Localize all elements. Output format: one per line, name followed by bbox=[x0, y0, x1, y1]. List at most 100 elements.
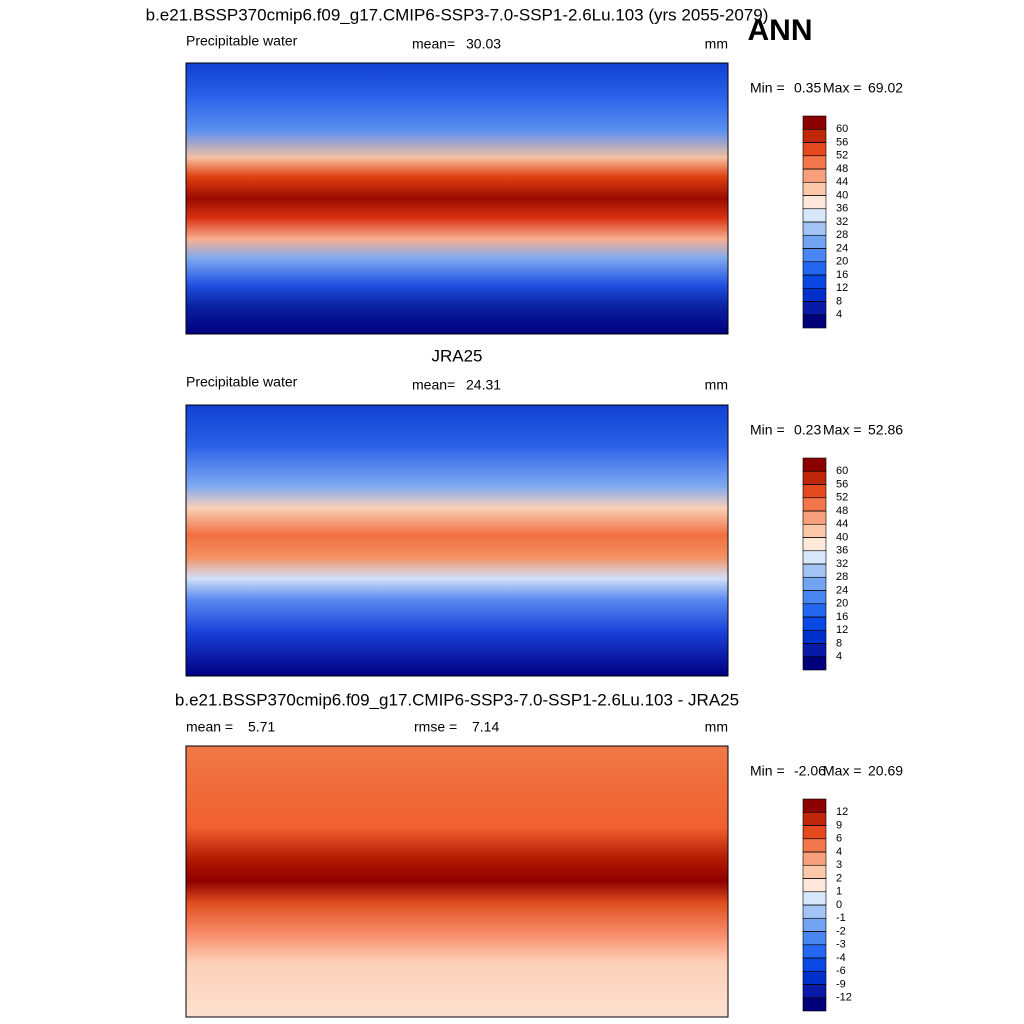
colorbar-box bbox=[802, 510, 827, 525]
colorbar-label: 3 bbox=[836, 859, 842, 871]
max-value: 20.69 bbox=[868, 763, 903, 779]
colorbar-label: 4 bbox=[836, 651, 842, 663]
colorbar-label: 48 bbox=[836, 163, 848, 175]
min-value: 0.23 bbox=[794, 422, 821, 438]
colorbar-label: 44 bbox=[836, 176, 848, 188]
colorbar-label: -6 bbox=[836, 965, 846, 977]
colorbar-box bbox=[802, 576, 827, 591]
colorbar-box bbox=[802, 643, 827, 658]
colorbar-box bbox=[802, 944, 827, 959]
stat-value: 5.71 bbox=[248, 719, 275, 735]
colorbar-box bbox=[802, 931, 827, 946]
colorbar-label: 60 bbox=[836, 465, 848, 477]
units: mm bbox=[705, 36, 728, 52]
colorbar-label: 52 bbox=[836, 150, 848, 162]
variable-label: Precipitable water bbox=[186, 374, 298, 390]
stat-label: mean= bbox=[412, 377, 455, 393]
colorbar-box bbox=[802, 970, 827, 985]
colorbar-label: 40 bbox=[836, 531, 848, 543]
colorbar-box bbox=[802, 563, 827, 578]
colorbar-box bbox=[802, 616, 827, 631]
colorbar-label: 6 bbox=[836, 833, 842, 845]
colorbar-label: 4 bbox=[836, 846, 842, 858]
colorbar-label: 44 bbox=[836, 518, 848, 530]
colorbar-box bbox=[802, 248, 827, 263]
colorbar-box bbox=[802, 878, 827, 893]
colorbar-label: 28 bbox=[836, 229, 848, 241]
colorbar-label: 32 bbox=[836, 216, 848, 228]
colorbar-box bbox=[802, 301, 827, 316]
map bbox=[185, 745, 729, 1018]
colorbar-box bbox=[802, 838, 827, 853]
stat-label: mean = bbox=[186, 719, 233, 735]
colorbar-label: 12 bbox=[836, 282, 848, 294]
colorbar-box bbox=[802, 142, 827, 157]
colorbar-box bbox=[802, 470, 827, 485]
colorbar-box bbox=[802, 195, 827, 210]
colorbar-box bbox=[802, 891, 827, 906]
stat-value: 7.14 bbox=[472, 719, 499, 735]
colorbar-box bbox=[802, 917, 827, 932]
colorbar-box bbox=[802, 208, 827, 223]
colorbar-box bbox=[802, 550, 827, 565]
units: mm bbox=[705, 719, 728, 735]
colorbar-label: 8 bbox=[836, 295, 842, 307]
max-label: Max = bbox=[823, 763, 862, 779]
colorbar-box bbox=[802, 811, 827, 826]
season-title: ANN bbox=[748, 14, 813, 47]
colorbar-box bbox=[802, 825, 827, 840]
colorbar-label: -4 bbox=[836, 952, 846, 964]
stat-value: 30.03 bbox=[466, 36, 501, 52]
stat-label: mean= bbox=[412, 36, 455, 52]
colorbar-box bbox=[802, 629, 827, 644]
colorbar-label: 24 bbox=[836, 584, 848, 596]
colorbar-box bbox=[802, 314, 827, 329]
colorbar-label: 56 bbox=[836, 136, 848, 148]
colorbar-box bbox=[802, 590, 827, 605]
colorbar-label: 20 bbox=[836, 598, 848, 610]
colorbar-label: 24 bbox=[836, 242, 848, 254]
stat-label: rmse = bbox=[414, 719, 457, 735]
colorbar-box bbox=[802, 798, 827, 813]
colorbar-label: 40 bbox=[836, 189, 848, 201]
max-label: Max = bbox=[823, 80, 862, 96]
colorbar-box bbox=[802, 523, 827, 538]
colorbar-label: 28 bbox=[836, 571, 848, 583]
colorbar-label: 12 bbox=[836, 624, 848, 636]
stat-value: 24.31 bbox=[466, 377, 501, 393]
colorbar-label: 20 bbox=[836, 256, 848, 268]
colorbar-box bbox=[802, 261, 827, 276]
panel-title: b.e21.BSSP370cmip6.f09_g17.CMIP6-SSP3-7.… bbox=[146, 5, 769, 24]
colorbar-box bbox=[802, 457, 827, 472]
colorbar-label: -9 bbox=[836, 978, 846, 990]
colorbar-label: 32 bbox=[836, 558, 848, 570]
colorbar-label: 2 bbox=[836, 872, 842, 884]
colorbar-box bbox=[802, 957, 827, 972]
colorbar-box bbox=[802, 128, 827, 143]
colorbar-label: 9 bbox=[836, 819, 842, 831]
colorbar-box bbox=[802, 221, 827, 236]
colorbar-box bbox=[802, 168, 827, 183]
colorbar-label: 56 bbox=[836, 478, 848, 490]
colorbar-box bbox=[802, 287, 827, 302]
colorbar-box bbox=[802, 115, 827, 130]
colorbar-label: 60 bbox=[836, 123, 848, 135]
colorbar-box bbox=[802, 181, 827, 196]
max-value: 52.86 bbox=[868, 422, 903, 438]
colorbar-box bbox=[802, 603, 827, 618]
colorbar-box bbox=[802, 497, 827, 512]
max-label: Max = bbox=[823, 422, 862, 438]
map bbox=[185, 62, 729, 335]
colorbar-label: 8 bbox=[836, 637, 842, 649]
map bbox=[185, 404, 729, 677]
colorbar-box bbox=[802, 537, 827, 552]
colorbar-label: 0 bbox=[836, 899, 842, 911]
colorbar-label: -3 bbox=[836, 939, 846, 951]
colorbar-box bbox=[802, 656, 827, 671]
colorbar-box bbox=[802, 904, 827, 919]
colorbar-label: 4 bbox=[836, 309, 842, 321]
max-value: 69.02 bbox=[868, 80, 903, 96]
min-label: Min = bbox=[750, 763, 785, 779]
colorbar-box bbox=[802, 864, 827, 879]
